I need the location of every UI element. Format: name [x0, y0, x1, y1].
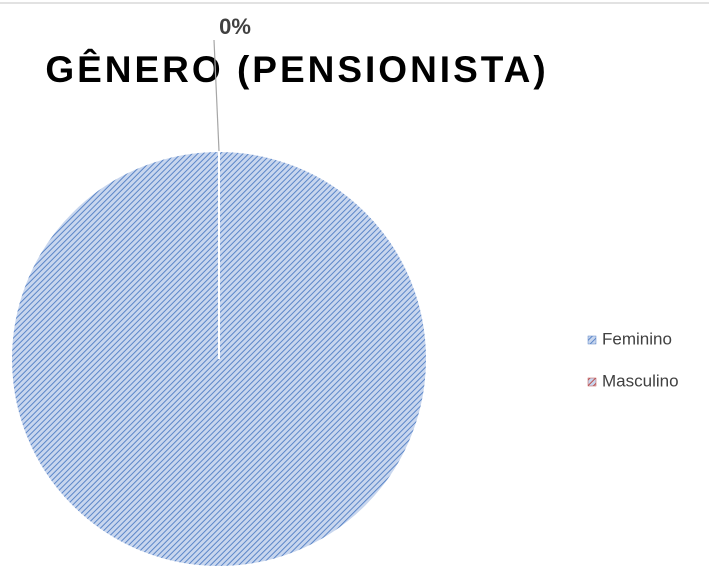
chart-title: GÊNERO (PENSIONISTA)	[45, 48, 548, 90]
legend-swatch	[587, 335, 597, 345]
data-label: 0%	[219, 14, 251, 39]
legend-label: Masculino	[602, 371, 679, 390]
leader-line	[213, 39, 220, 152]
legend-swatch	[587, 377, 597, 387]
legend-label: Feminino	[602, 329, 672, 348]
